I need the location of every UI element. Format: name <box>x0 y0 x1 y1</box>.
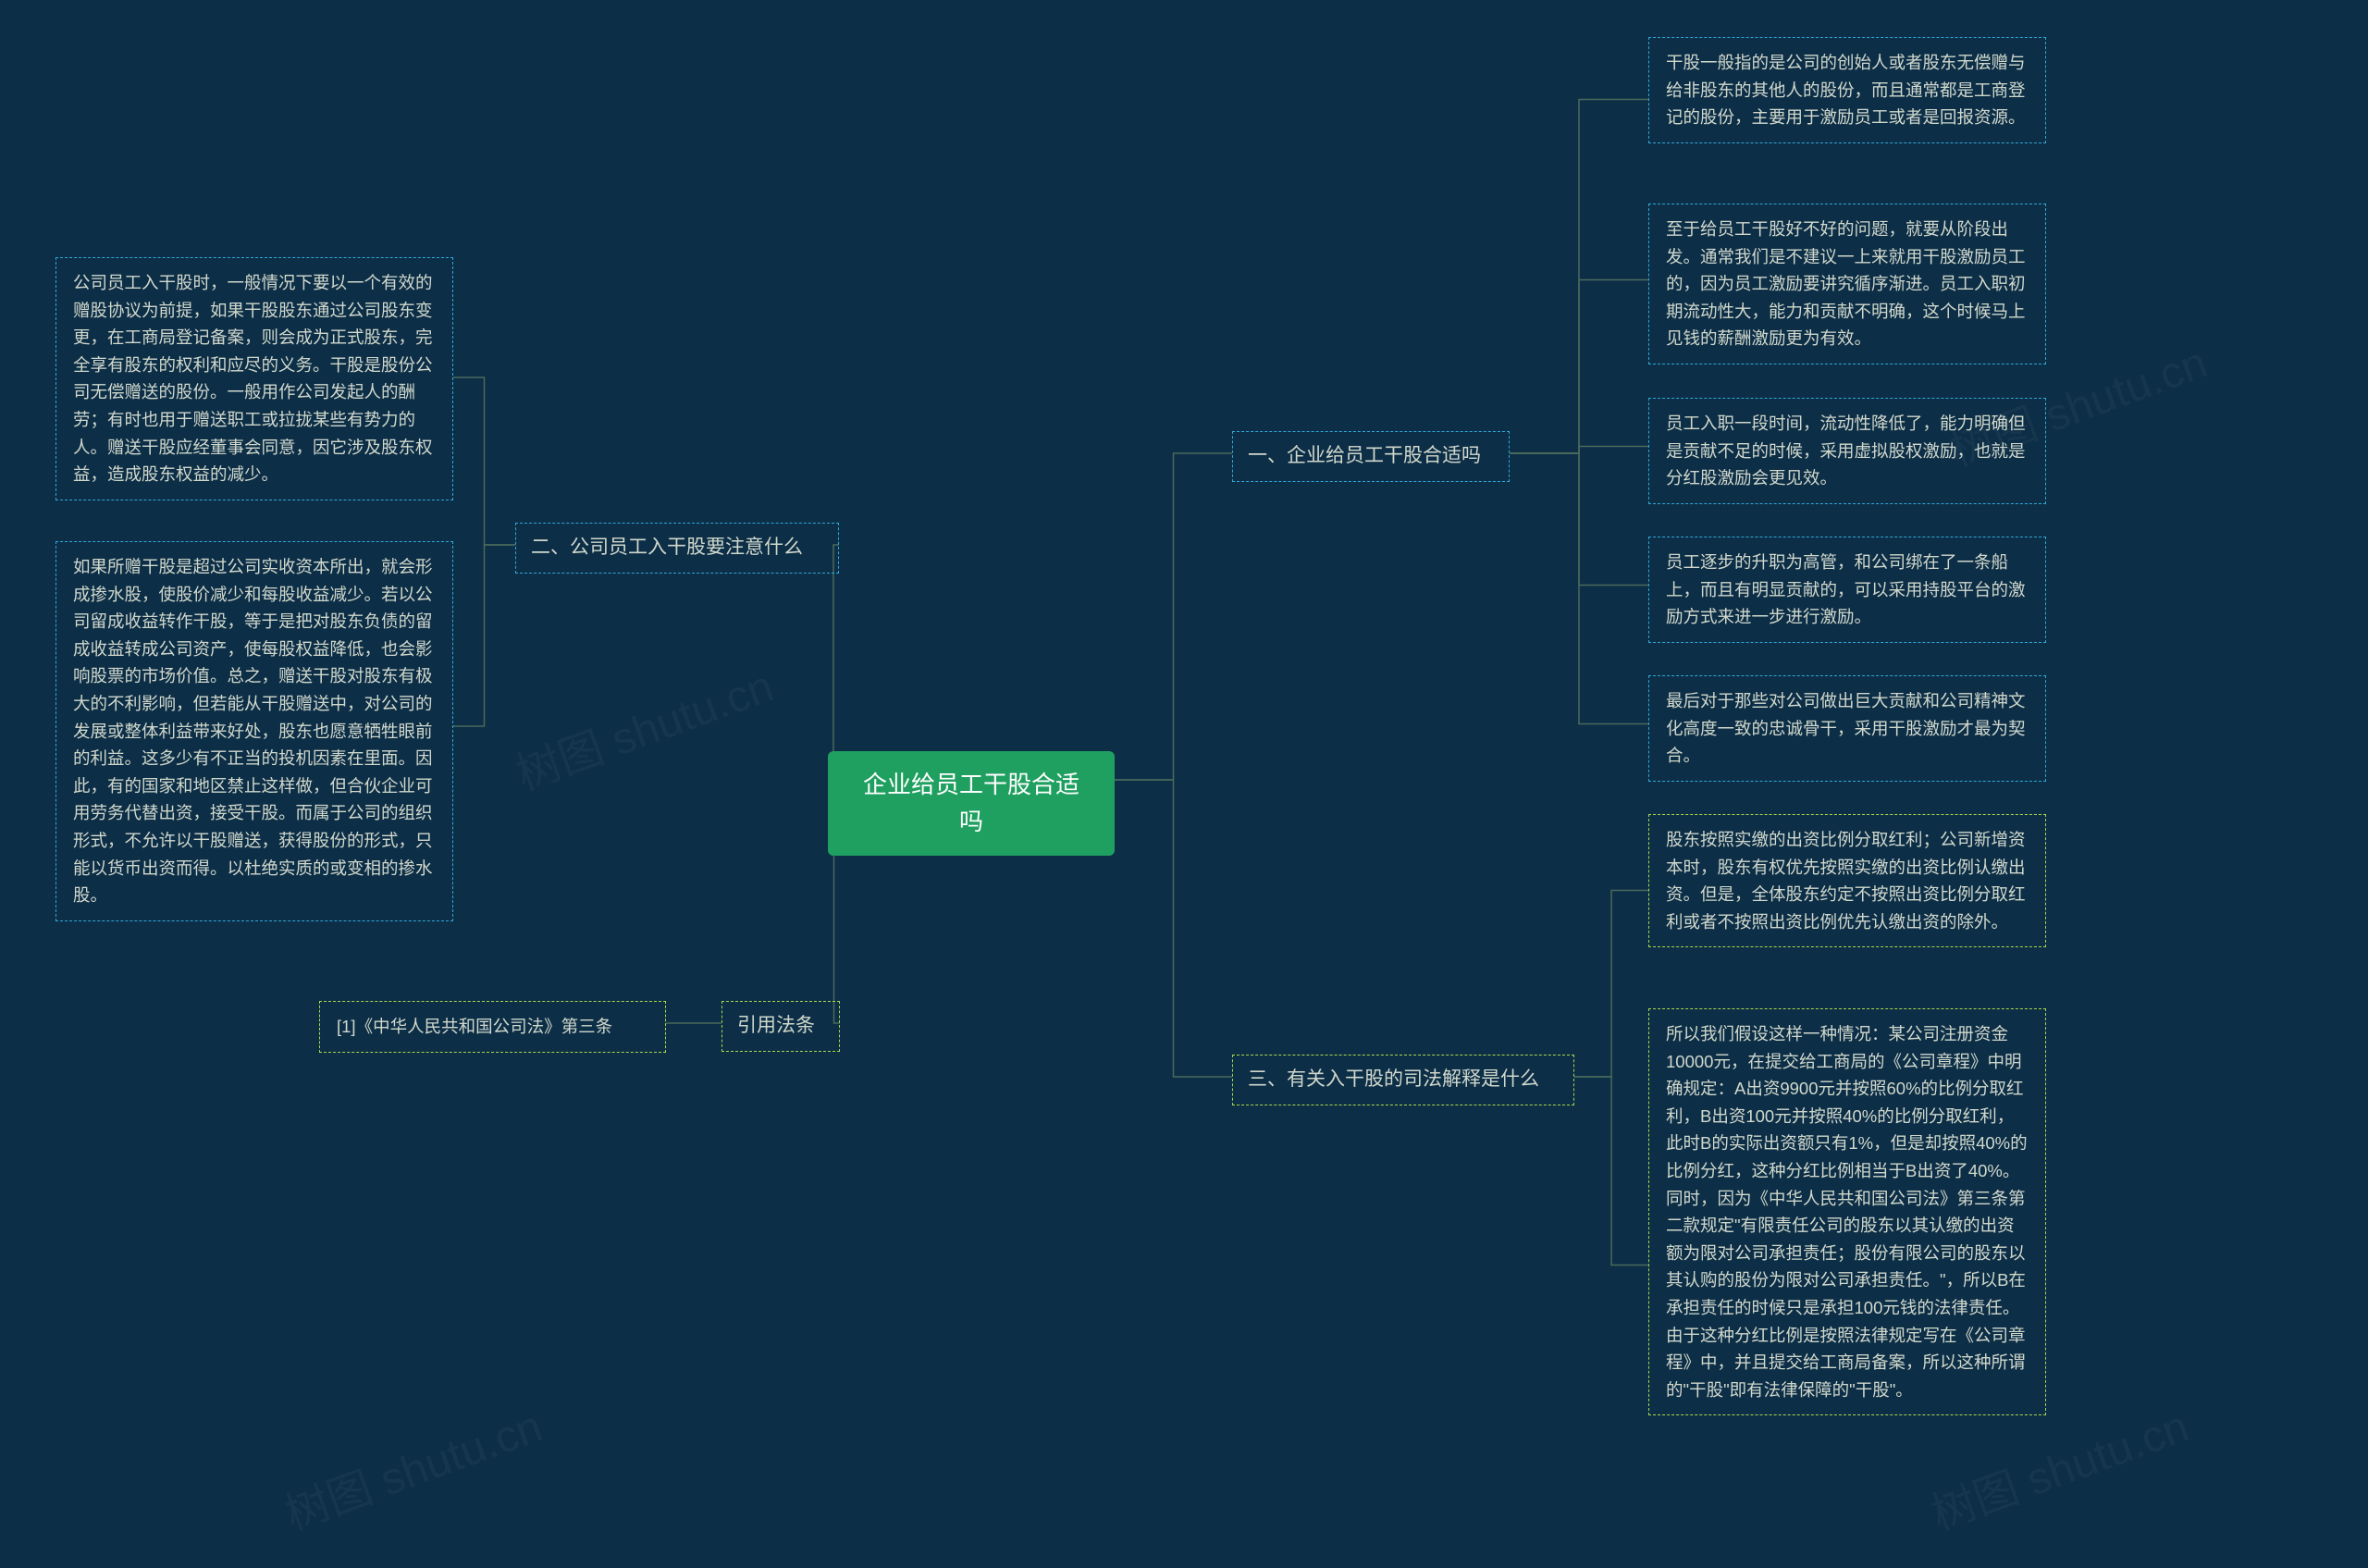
leaf-b2-0: 公司员工入干股时，一般情况下要以一个有效的赠股协议为前提，如果干股股东通过公司股… <box>56 257 453 500</box>
leaf-b2-1: 如果所赠干股是超过公司实收资本所出，就会形成掺水股，使股价减少和每股收益减少。若… <box>56 541 453 921</box>
leaf-b1-4: 最后对于那些对公司做出巨大贡献和公司精神文化高度一致的忠诚骨干，采用干股激励才最… <box>1648 675 2046 782</box>
leaf-b1-2: 员工入职一段时间，流动性降低了，能力明确但是贡献不足的时候，采用虚拟股权激励，也… <box>1648 398 2046 504</box>
leaf-b1-0: 干股一般指的是公司的创始人或者股东无偿赠与给非股东的其他人的股份，而且通常都是工… <box>1648 37 2046 143</box>
leaf-b1-3: 员工逐步的升职为高管，和公司绑在了一条船上，而且有明显贡献的，可以采用持股平台的… <box>1648 537 2046 643</box>
leaf-b3-0: 股东按照实缴的出资比例分取红利；公司新增资本时，股东有权优先按照实缴的出资比例认… <box>1648 814 2046 947</box>
leaf-b4-0: [1]《中华人民共和国公司法》第三条 <box>319 1001 666 1053</box>
leaf-b1-1: 至于给员工干股好不好的问题，就要从阶段出发。通常我们是不建议一上来就用干股激励员… <box>1648 204 2046 364</box>
leaf-b3-1: 所以我们假设这样一种情况：某公司注册资金10000元，在提交给工商局的《公司章程… <box>1648 1008 2046 1415</box>
center-node: 企业给员工干股合适吗 <box>828 751 1115 856</box>
branch-b2: 二、公司员工入干股要注意什么 <box>515 523 839 574</box>
branch-b3: 三、有关入干股的司法解释是什么 <box>1232 1055 1574 1105</box>
watermark: 树图 shutu.cn <box>275 1389 549 1542</box>
branch-b4: 引用法条 <box>722 1001 840 1052</box>
branch-b1: 一、企业给员工干股合适吗 <box>1232 431 1510 482</box>
watermark: 树图 shutu.cn <box>506 649 781 802</box>
